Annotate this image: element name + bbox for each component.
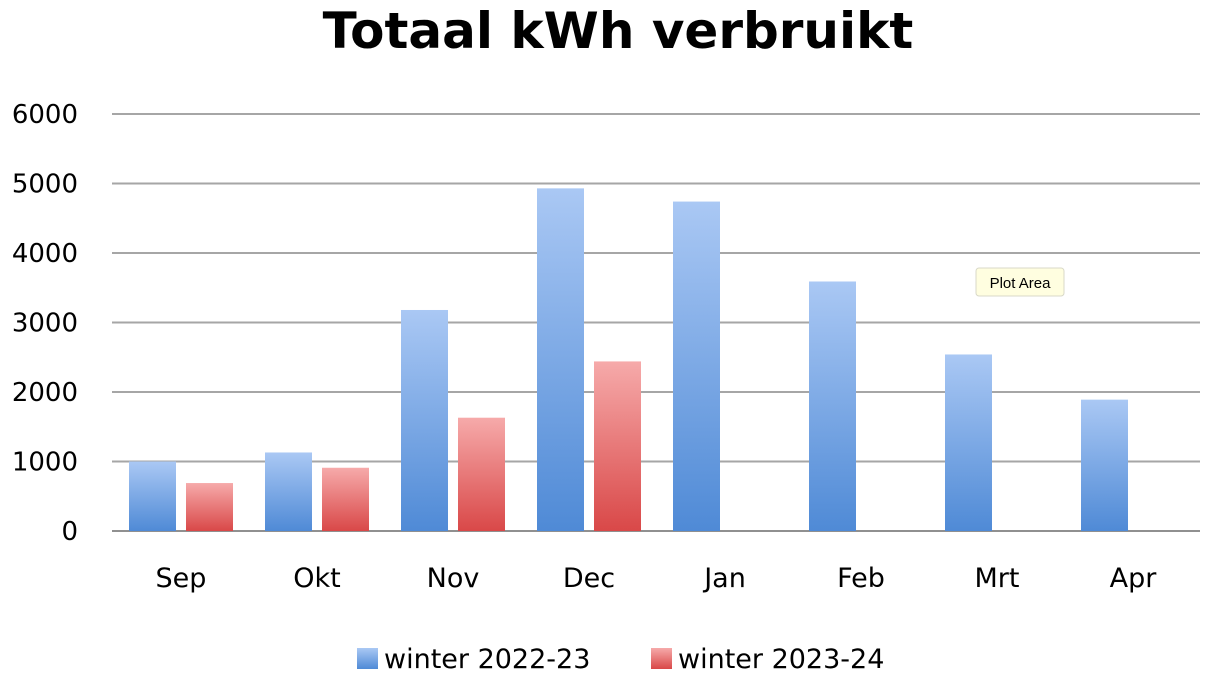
x-tick-label: Nov bbox=[427, 563, 480, 594]
bar-winter-2022-23-feb bbox=[809, 281, 856, 531]
y-tick-label: 0 bbox=[61, 517, 78, 547]
bar-winter-2022-23-dec bbox=[537, 188, 584, 532]
bar-winter-2023-24-dec bbox=[594, 361, 641, 531]
y-tick-label: 1000 bbox=[12, 448, 78, 478]
y-tick-label: 6000 bbox=[12, 100, 78, 130]
bar-winter-2022-23-apr bbox=[1081, 399, 1128, 531]
bar-winter-2023-24-okt bbox=[322, 467, 369, 531]
x-tick-label: Dec bbox=[563, 563, 615, 594]
x-tick-label: Mrt bbox=[975, 563, 1020, 594]
tooltip-label: Plot Area bbox=[990, 275, 1052, 292]
bar-winter-2022-23-mrt bbox=[945, 354, 992, 531]
bar-winter-2023-24-nov bbox=[458, 417, 505, 531]
bar-winter-2023-24-sep bbox=[186, 483, 233, 531]
y-tick-label: 2000 bbox=[12, 378, 78, 408]
y-tick-label: 5000 bbox=[12, 170, 78, 200]
plot-area-tooltip: Plot Area bbox=[975, 267, 1065, 297]
legend-label: winter 2022-23 bbox=[384, 644, 590, 675]
bars bbox=[129, 188, 1128, 532]
bar-winter-2022-23-okt bbox=[265, 452, 312, 531]
bar-winter-2022-23-sep bbox=[129, 461, 176, 531]
x-axis-ticks: Sep Okt Nov Dec Jan Feb Mrt Apr bbox=[156, 563, 1158, 594]
x-tick-label: Apr bbox=[1110, 563, 1158, 594]
legend-label: winter 2023-24 bbox=[678, 644, 884, 675]
bar-winter-2022-23-nov bbox=[401, 309, 448, 531]
legend-swatch bbox=[357, 648, 378, 669]
bar-winter-2022-23-jan bbox=[673, 201, 720, 531]
legend-swatch bbox=[651, 648, 672, 669]
y-tick-label: 4000 bbox=[12, 239, 78, 269]
y-axis-ticks: 0 1000 2000 3000 4000 5000 6000 bbox=[12, 100, 78, 547]
x-tick-label: Jan bbox=[702, 563, 746, 594]
legend: winter 2022-23 winter 2023-24 bbox=[357, 644, 884, 675]
x-tick-label: Feb bbox=[837, 563, 885, 594]
y-tick-label: 3000 bbox=[12, 309, 78, 339]
x-tick-label: Okt bbox=[293, 563, 340, 594]
tooltip-box bbox=[975, 267, 1065, 297]
x-tick-label: Sep bbox=[156, 563, 207, 594]
chart-title: Totaal kWh verbruikt bbox=[323, 2, 914, 60]
